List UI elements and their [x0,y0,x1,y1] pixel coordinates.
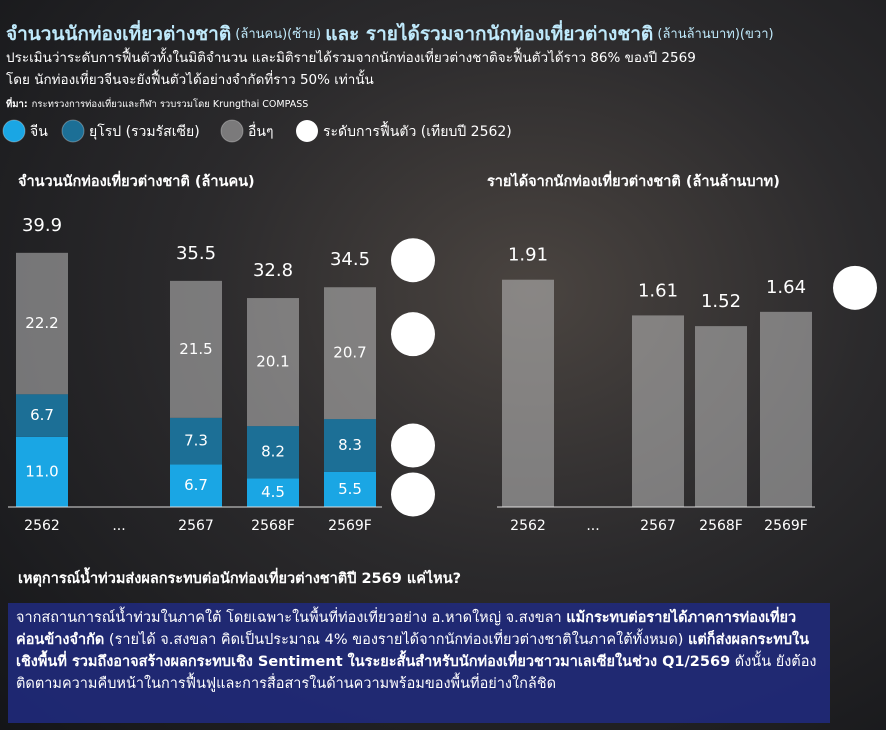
legend-label: จีน [30,124,48,140]
total-label: 32.8 [253,260,293,281]
recovery-circle [391,472,435,517]
recovery-label: 50% [396,486,429,504]
source: ที่มา: กระทรวงการท่องเที่ยวและกีฬา รวบรวม… [6,96,308,110]
segment-label: 20.7 [333,344,366,362]
bar-segment [324,287,376,420]
segment-label: 6.7 [30,406,54,424]
x-tick-label: ... [112,518,125,534]
segment-label: 8.2 [261,443,285,461]
x-tick-label: 2568F [251,518,295,534]
bar [695,326,747,507]
title-part: (ล้านล้านบาท)(ขวา) [653,27,773,42]
value-label: 1.64 [766,277,806,298]
legend-swatch [220,119,244,143]
title-part: (ล้านคน)(ซ้าย) [231,27,325,42]
title: จำนวนนักท่องเที่ยวต่างชาติ (ล้านคน)(ซ้าย… [6,20,774,45]
segment-label: 7.3 [184,432,208,450]
recovery-circle [391,238,435,283]
value-label: 1.61 [638,280,678,301]
bar-segment [170,464,222,507]
segment-label: 8.3 [338,436,362,454]
total-label: 34.5 [330,249,370,270]
bar-segment [170,280,222,418]
x-tick-label: 2567 [640,518,676,534]
subtitle: โดย นักท่องเที่ยวจีนจะยังฟื้นตัวได้อย่าง… [6,69,374,88]
title-part: และ รายได้รวมจากนักท่องเที่ยวต่างชาติ [325,20,653,45]
bar-segment [16,436,68,507]
paragraph-segment: แม้กระทบต่อรายได้ภาคการท่องเที่ยวค่อนข้า… [16,610,797,648]
recovery-label: 86% [396,252,429,270]
x-tick-label: 2567 [178,518,214,534]
chart-title: รายได้จากนักท่องเที่ยวต่างชาติ (ล้านล้าน… [487,170,780,190]
x-tick-label: ... [586,518,599,534]
bar-segment [324,471,376,507]
segment-label: 5.5 [338,480,362,498]
legend-label: อื่นๆ [248,122,274,140]
bar-segment [16,394,68,437]
chart-title: จำนวนนักท่องเที่ยวต่างชาติ (ล้านคน) [18,170,255,190]
segment-label: 21.5 [179,340,212,358]
legend-swatch [61,119,85,143]
legend-label: ระดับการฟื้นตัว (เทียบปี 2562) [323,121,512,140]
recovery-circle [833,265,877,310]
source-label: ที่มา: [6,96,28,110]
bar [760,311,812,507]
bar-segment [247,426,299,479]
value-label: 1.52 [701,291,741,312]
question: เหตุการณ์น้ำท่วมส่งผลกระทบต่อนักท่องเที่… [18,567,461,587]
recovery-label: 86% [838,279,871,297]
x-tick-label: 2569F [764,518,808,534]
recovery-circle [391,312,435,357]
bar-segment [247,298,299,427]
subtitle: ประเมินว่าระดับการฟื้นตัวทั้งในมิติจำนวน… [6,47,696,66]
segment-label: 6.7 [184,476,208,494]
paragraph-segment: (รายได้ จ.สงขลา คิดเป็นประมาณ 4% ของรายไ… [104,632,689,648]
bar [502,279,554,507]
title-part: จำนวนนักท่องเที่ยวต่างชาติ [6,20,231,45]
bar-segment [324,419,376,472]
value-label: 1.91 [508,245,548,266]
recovery-label: 93% [396,326,429,344]
recovery-label: 124% [392,437,435,455]
segment-label: 4.5 [261,483,285,501]
x-tick-label: 2562 [24,518,60,534]
legend-swatch [296,120,318,142]
paragraph-segment: จากสถานการณ์น้ำท่วมในภาคใต้ โดยเฉพาะในพื… [16,610,567,626]
bar [632,315,684,507]
x-tick-label: 2562 [510,518,546,534]
segment-label: 22.2 [25,314,58,332]
footer-paragraph: จากสถานการณ์น้ำท่วมในภาคใต้ โดยเฉพาะในพื… [8,603,830,723]
x-tick-label: 2569F [328,518,372,534]
bar-segment [16,252,68,395]
recovery-circle [391,423,435,468]
legend-swatch [2,119,26,143]
paragraph-segment: แต่ก็ส่งผลกระทบในเชิงพื้นที่ รวมถึงอาจสร… [16,632,810,670]
total-label: 39.9 [22,215,62,236]
segment-label: 11.0 [25,462,58,480]
paragraph-segment: ดังนั้น ยังต้องติดตามความคืบหน้าในการฟื้… [16,654,817,692]
x-tick-label: 2568F [699,518,743,534]
total-label: 35.5 [176,243,216,264]
bar-segment [247,478,299,507]
segment-label: 20.1 [256,353,289,371]
source-text: กระทรวงการท่องเที่ยวและกีฬา รวบรวมโดย Kr… [32,97,309,110]
bar-segment [170,417,222,465]
legend-label: ยุโรป (รวมรัสเซีย) [89,123,200,140]
